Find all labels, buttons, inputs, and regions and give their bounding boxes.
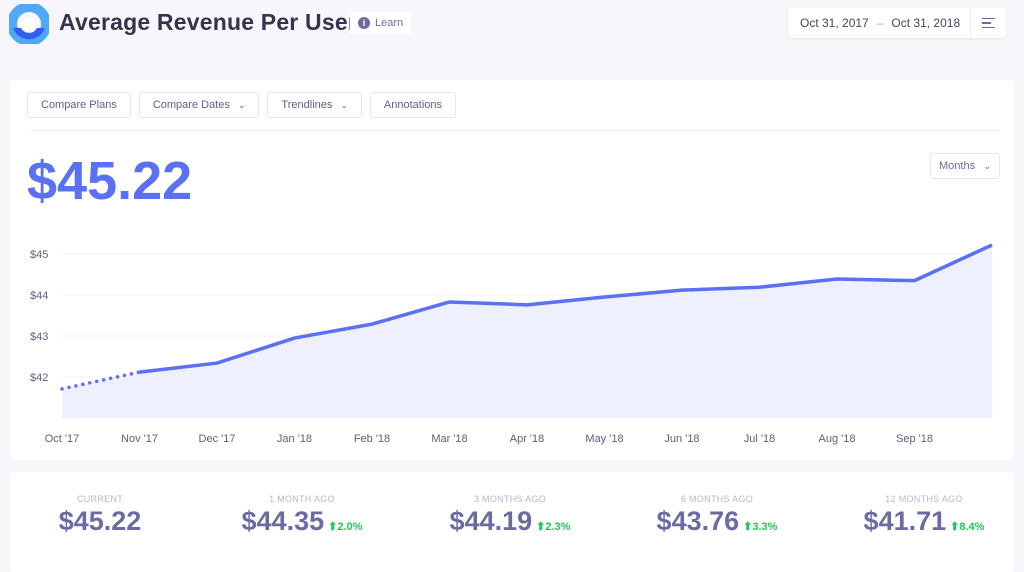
trendlines-dropdown[interactable]: Trendlines ⌄	[267, 92, 362, 118]
stat-label: 1 MONTH AGO	[269, 494, 335, 504]
interval-label: Months	[939, 160, 976, 172]
stat-0: CURRENT $45.22	[0, 494, 200, 537]
stat-label: 12 MONTHS AGO	[885, 494, 963, 504]
stat-change: ⬆2.3%	[536, 520, 570, 533]
stat-3: 6 MONTHS AGO $43.76 ⬆3.3%	[617, 494, 817, 537]
stat-change-value: 2.0%	[337, 521, 363, 533]
date-end[interactable]: Oct 31, 2018	[891, 16, 961, 30]
stat-4: 12 MONTHS AGO $41.71 ⬆8.4%	[824, 494, 1024, 537]
stat-change: ⬆8.4%	[950, 520, 984, 533]
stat-value: $41.71	[863, 506, 947, 536]
divider	[27, 130, 1000, 131]
chevron-down-icon: ⌄	[983, 160, 991, 171]
stat-value: $45.22	[58, 506, 142, 536]
stat-change-value: 2.3%	[545, 521, 571, 533]
learn-button[interactable]: i Learn	[350, 12, 412, 34]
date-start[interactable]: Oct 31, 2017	[800, 16, 869, 30]
date-range-picker[interactable]: Oct 31, 2017– Oct 31, 2018	[788, 8, 1006, 38]
stat-value: $44.19	[449, 506, 533, 536]
compare-dates-dropdown[interactable]: Compare Dates ⌄	[138, 92, 260, 118]
stat-1: 1 MONTH AGO $44.35 ⬆2.0%	[202, 494, 402, 537]
stat-2: 3 MONTHS AGO $44.19 ⬆2.3%	[410, 494, 610, 537]
stat-change-value: 3.3%	[752, 521, 778, 533]
current-value: $45.22	[27, 151, 193, 211]
stat-change-value: 8.4%	[959, 521, 985, 533]
page-title: Average Revenue Per User	[59, 9, 357, 35]
stat-value: $44.35	[241, 506, 325, 536]
chevron-down-icon: ⌄	[237, 99, 246, 110]
trendlines-label: Trendlines	[281, 99, 333, 111]
stat-label: 6 MONTHS AGO	[680, 494, 754, 504]
stats-card: CURRENT $45.22 1 MONTH AGO $44.35 ⬆2.0% 3 MON…	[10, 472, 1014, 572]
info-icon: i	[358, 17, 370, 29]
arrow-up-icon: ⬆	[743, 521, 753, 533]
chevron-down-icon: ⌄	[340, 99, 348, 110]
annotations-button[interactable]: Annotations	[369, 92, 457, 118]
stat-value: $43.76	[656, 506, 740, 536]
annotations-label: Annotations	[383, 99, 443, 111]
arrow-up-icon: ⬆	[536, 521, 546, 533]
stat-change: ⬆2.0%	[328, 520, 362, 533]
arrow-up-icon: ⬆	[328, 521, 338, 533]
compare-dates-label: Compare Dates	[152, 99, 230, 111]
compare-plans-button[interactable]: Compare Plans	[27, 92, 131, 118]
compare-plans-label: Compare Plans	[41, 99, 117, 111]
interval-select[interactable]: Months ⌄	[930, 153, 1000, 179]
chart-card: Compare Plans Compare Dates ⌄ Trendlines ⌄…	[10, 80, 1014, 460]
stat-label: CURRENT	[76, 494, 124, 504]
app-logo	[9, 4, 49, 44]
stat-change: ⬆3.3%	[743, 520, 777, 533]
menu-icon[interactable]	[970, 8, 1006, 38]
date-separator: –	[876, 16, 884, 30]
arrow-up-icon: ⬆	[950, 521, 960, 533]
stat-label: 3 MONTHS AGO	[473, 494, 547, 504]
learn-label: Learn	[375, 17, 404, 29]
